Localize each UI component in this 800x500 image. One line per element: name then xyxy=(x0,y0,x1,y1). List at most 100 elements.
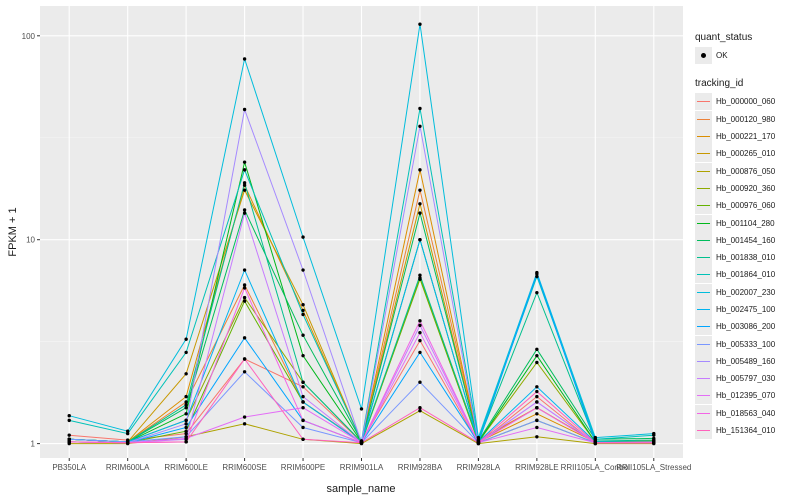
data-point xyxy=(535,425,539,430)
data-point xyxy=(67,418,71,423)
legend-line-icon xyxy=(697,239,710,241)
legend-key xyxy=(695,422,712,440)
data-point xyxy=(242,415,247,419)
data-point xyxy=(184,350,188,355)
legend-item: Hb_000920_360 xyxy=(695,179,795,197)
data-point xyxy=(301,400,305,404)
legend-item: Hb_000976_060 xyxy=(695,197,795,215)
data-point xyxy=(184,440,188,444)
data-point xyxy=(242,183,247,187)
legend-item: Hb_151364_010 xyxy=(695,422,795,440)
legend-key xyxy=(695,301,712,318)
data-point xyxy=(242,286,247,290)
data-point xyxy=(184,412,188,416)
point-legend-title: quant_status xyxy=(695,32,753,43)
legend-line-icon xyxy=(697,360,710,362)
legend-label: Hb_005797_030 xyxy=(716,374,776,384)
legend-label: Hb_001864_010 xyxy=(716,270,776,280)
x-tick-label: RRIM600PE xyxy=(281,463,325,472)
data-point xyxy=(535,347,539,352)
legend-line-icon xyxy=(697,274,710,276)
data-point xyxy=(184,418,188,423)
legend-label: Hb_000000_060 xyxy=(716,97,776,107)
legend-key xyxy=(695,370,712,388)
y-tick-label: 1 xyxy=(31,440,36,449)
data-point xyxy=(184,436,188,441)
legend-label: Hb_001838_010 xyxy=(716,253,776,263)
legend-item: Hb_000876_050 xyxy=(695,162,795,180)
legend: quant_status OK tracking_id Hb_000000_06… xyxy=(695,32,795,440)
data-point xyxy=(301,312,305,317)
data-point xyxy=(184,394,188,399)
data-point xyxy=(593,435,598,440)
data-point xyxy=(418,409,422,413)
legend-item: Hb_001864_010 xyxy=(695,266,795,284)
data-point xyxy=(125,429,130,433)
data-point xyxy=(418,202,422,206)
data-point xyxy=(242,295,247,300)
legend-item: Hb_001838_010 xyxy=(695,249,795,267)
legend-label: Hb_018563_040 xyxy=(716,408,776,418)
legend-item: Hb_001454_160 xyxy=(695,231,795,249)
legend-item: Hb_005797_030 xyxy=(695,370,795,388)
legend-line-icon xyxy=(697,309,710,310)
data-point xyxy=(535,412,539,416)
legend-item: Hb_003086_200 xyxy=(695,318,795,336)
data-point xyxy=(184,422,188,426)
data-point xyxy=(301,437,305,441)
legend-label: Hb_000120_980 xyxy=(716,114,776,124)
data-point xyxy=(418,350,422,355)
x-tick-label: RRIM928LE xyxy=(515,463,559,472)
data-point xyxy=(242,57,247,61)
legend-label: Hb_151364_010 xyxy=(716,426,776,436)
legend-label: Hb_000976_060 xyxy=(716,201,776,211)
data-point xyxy=(476,441,481,445)
data-point xyxy=(184,337,188,341)
legend-item: Hb_000265_010 xyxy=(695,145,795,163)
data-point xyxy=(301,308,305,313)
legend-label: Hb_005489_160 xyxy=(716,356,776,366)
x-tick-label: RRII105LA_Control xyxy=(561,463,631,472)
legend-label: Hb_000920_360 xyxy=(716,183,776,193)
data-point xyxy=(301,425,305,430)
legend-label: Hb_012395_070 xyxy=(716,391,776,401)
data-point xyxy=(242,357,247,361)
data-point xyxy=(242,299,247,303)
legend-key xyxy=(695,387,712,405)
data-point xyxy=(652,431,656,436)
data-point xyxy=(535,389,539,394)
legend-label: Hb_002475_100 xyxy=(716,305,776,314)
data-point xyxy=(242,160,247,164)
legend-line-icon xyxy=(697,395,710,397)
legend-key xyxy=(695,266,712,284)
data-point xyxy=(418,406,422,410)
legend-key xyxy=(695,145,712,163)
point-legend-item: OK xyxy=(695,47,795,65)
legend-line-icon xyxy=(697,101,710,103)
legend-item: Hb_000000_060 xyxy=(695,93,795,111)
legend-line-icon xyxy=(697,222,710,224)
point-symbol-icon xyxy=(701,53,706,59)
legend-line-icon xyxy=(697,153,710,155)
data-point xyxy=(242,211,247,215)
legend-line-icon xyxy=(697,412,710,414)
legend-key xyxy=(695,335,712,353)
data-point xyxy=(242,188,247,192)
data-point xyxy=(535,360,539,365)
data-point xyxy=(242,283,247,287)
legend-label: Hb_000265_010 xyxy=(716,149,776,159)
data-point xyxy=(535,400,539,404)
data-point xyxy=(593,441,598,445)
legend-item: Hb_018563_040 xyxy=(695,404,795,422)
legend-line-icon xyxy=(697,118,710,120)
legend-label: Hb_000221_170 xyxy=(716,132,776,142)
legend-line-icon xyxy=(697,430,710,432)
data-point xyxy=(184,400,188,404)
legend-key xyxy=(695,318,712,336)
data-point xyxy=(418,338,422,343)
data-point xyxy=(301,302,305,307)
data-point xyxy=(418,330,422,335)
x-tick-label: RRIM600LA xyxy=(106,463,150,472)
legend-item: Hb_005333_100 xyxy=(695,335,795,353)
legend-key xyxy=(695,231,712,249)
